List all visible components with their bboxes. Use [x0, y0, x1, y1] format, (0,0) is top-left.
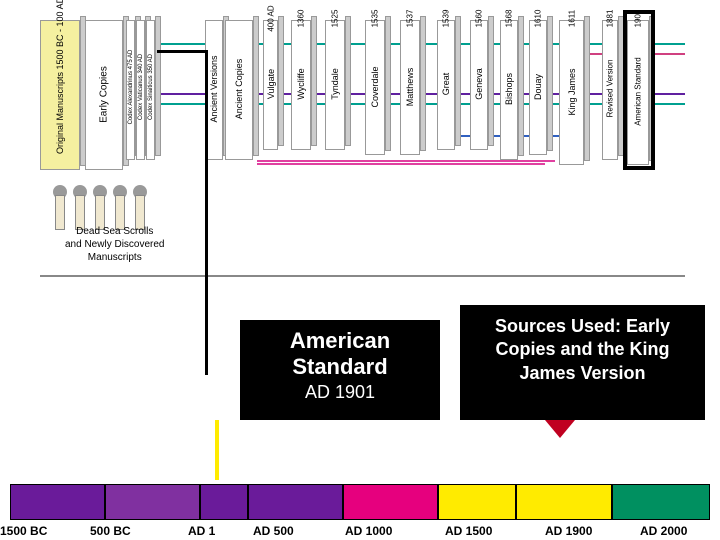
- book-spine: [518, 16, 524, 156]
- callout-subtitle: Standard: [248, 354, 432, 380]
- book-date: 1525: [331, 0, 340, 49]
- timeline-label: AD 1500: [445, 524, 492, 538]
- callout-title: American: [248, 328, 432, 354]
- manuscript-diagram: Original Manuscripts 1500 BC - 100 AD Ear…: [5, 5, 715, 305]
- timeline-labels: 1500 BC 500 BC AD 1 AD 500 AD 1000 AD 1500 AD …: [0, 520, 720, 540]
- book-spine: [455, 16, 461, 146]
- timeline-label: AD 1000: [345, 524, 392, 538]
- book-date: 400 AD: [266, 0, 275, 49]
- timeline-segment: [105, 484, 200, 520]
- timeline-label: AD 1900: [545, 524, 592, 538]
- bracket-v: [205, 50, 208, 375]
- book-spine: [345, 16, 351, 146]
- book-date: 1560: [475, 0, 484, 49]
- timeline-segment: [343, 484, 438, 520]
- book-spine: [311, 16, 317, 146]
- timeline-label: 500 BC: [90, 524, 131, 538]
- timeline-segment: [516, 484, 612, 520]
- book-date: 1568: [505, 0, 514, 49]
- book-spine: [278, 16, 284, 146]
- connector-line: [40, 275, 685, 277]
- sources-used-box: Sources Used: Early Copies and the King …: [460, 305, 705, 420]
- connector-line: [257, 163, 545, 165]
- timeline-label: AD 500: [253, 524, 294, 538]
- book-date: 1610: [534, 0, 543, 49]
- timeline-segment: [10, 484, 105, 520]
- callout-american-standard: American Standard AD 1901: [240, 320, 440, 420]
- book-spine: [385, 16, 391, 151]
- book-label: King James: [567, 32, 577, 152]
- book-date: 1539: [442, 0, 451, 49]
- book-date: 1535: [371, 0, 380, 49]
- book-label: Original Manuscripts 1500 BC - 100 AD: [55, 34, 65, 154]
- book-date: 1881: [606, 0, 615, 49]
- book-label: Codex Vaticanus 340 AD: [138, 27, 144, 147]
- callout-date: AD 1901: [248, 382, 432, 403]
- book-spine: [584, 16, 590, 161]
- dead-sea-scrolls-label: Dead Sea Scrollsand Newly DiscoveredManu…: [65, 225, 165, 264]
- book-date: 1537: [406, 0, 415, 49]
- book-spine: [253, 16, 259, 156]
- book-spine: [420, 16, 426, 151]
- timeline-label: AD 1: [188, 524, 215, 538]
- book-date: 1360: [297, 0, 306, 49]
- book-spine: [488, 16, 494, 146]
- timeline-segment: [248, 484, 343, 520]
- book-spine: [547, 16, 553, 151]
- bracket-h-top: [157, 50, 205, 53]
- sources-text: Sources Used: Early Copies and the King …: [495, 316, 670, 383]
- red-arrow-icon: [545, 420, 575, 438]
- timeline-band: [10, 484, 710, 520]
- book-label: Codex Sinaiticus 350 AD: [148, 27, 154, 147]
- book-date: 1611: [567, 0, 576, 49]
- timeline-cursor: [215, 420, 219, 480]
- book-spine: [155, 16, 161, 156]
- timeline-label: AD 2000: [640, 524, 687, 538]
- highlight-american-standard: [623, 10, 655, 170]
- book-label: Early Copies: [99, 35, 110, 155]
- timeline-segment: [200, 484, 248, 520]
- scroll-body: [55, 195, 65, 230]
- timeline-label: 1500 BC: [0, 524, 47, 538]
- book-label: Codex Alexandrinus 475 AD: [128, 27, 134, 147]
- book-label: Ancient Copies: [234, 29, 244, 149]
- timeline-segment: [612, 484, 710, 520]
- timeline-segment: [438, 484, 516, 520]
- connector-line: [257, 160, 555, 162]
- book-label: Ancient Versions: [209, 29, 219, 149]
